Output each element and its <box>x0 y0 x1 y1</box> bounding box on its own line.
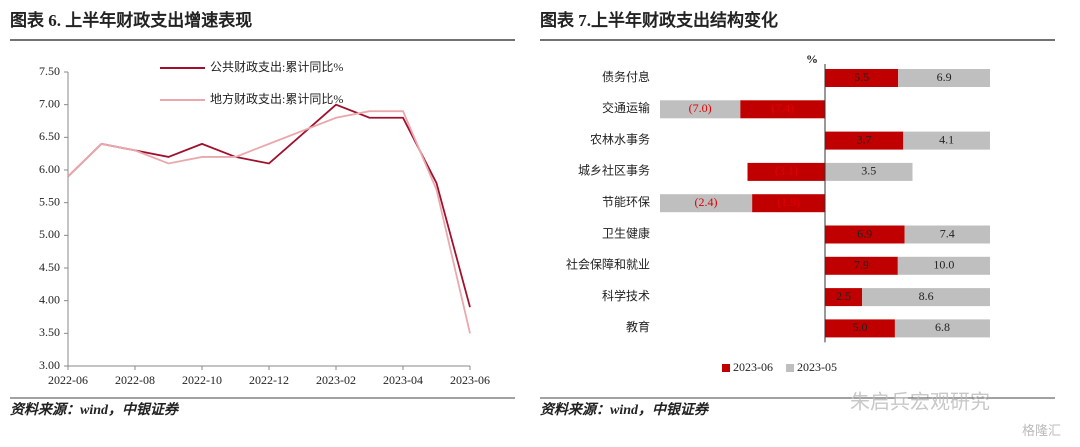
y-tick-label: 3.00 <box>39 358 60 372</box>
value-label: 7.9 <box>854 258 869 272</box>
legend-swatch <box>722 364 730 372</box>
chart-title: 图表 7.上半年财政支出结构变化 <box>540 10 778 30</box>
line-series <box>67 110 471 334</box>
y-tick-label: 节能环保 <box>602 195 650 209</box>
y-tick-label: 3.50 <box>39 325 60 339</box>
y-tick-label: 科学技术 <box>602 288 650 303</box>
bar <box>825 225 905 244</box>
y-tick-label: 社会保障和就业 <box>566 257 650 272</box>
source: 资料来源：wind，中银证券 <box>540 401 710 418</box>
x-tick-label: 2022-08 <box>115 373 155 387</box>
legend-swatch <box>786 364 794 372</box>
source: 资料来源：wind，中银证券 <box>10 401 180 418</box>
y-tick-label: 债务付息 <box>602 69 650 84</box>
bar <box>894 319 990 338</box>
value-label: 8.6 <box>919 289 934 303</box>
value-label: 6.9 <box>937 70 952 84</box>
y-tick-label: 4.00 <box>39 292 60 306</box>
x-tick-label: 2023-06 <box>450 373 490 387</box>
value-label: 6.8 <box>935 320 950 334</box>
value-label: (3.1) <box>775 164 798 178</box>
y-tick-label: 教育 <box>626 319 650 334</box>
bar <box>897 256 990 275</box>
value-label: 10.0 <box>933 258 954 272</box>
bar <box>903 131 990 150</box>
value-label: 7.4 <box>940 226 955 240</box>
bar <box>825 319 895 338</box>
value-label: 2.5 <box>836 289 851 303</box>
x-tick-label: 2022-06 <box>48 373 88 387</box>
x-tick-label: 2022-12 <box>249 373 289 387</box>
value-label: (7.4) <box>771 101 794 115</box>
value-label: 5.0 <box>852 320 867 334</box>
bar <box>747 162 825 181</box>
y-tick-label: 交通运输 <box>602 100 650 115</box>
y-tick-label: 5.00 <box>39 227 60 241</box>
x-tick-label: 2023-02 <box>316 373 356 387</box>
legend-label: 2023-06 <box>733 360 773 374</box>
y-tick-label: 卫生健康 <box>602 225 650 240</box>
watermark: 朱启兵宏观研究 <box>850 391 990 414</box>
x-tick-label: 2022-10 <box>182 373 222 387</box>
bar <box>898 69 990 87</box>
line-series <box>67 103 471 308</box>
value-label: 5.5 <box>854 70 869 84</box>
bar <box>660 194 753 213</box>
y-tick-label: 城乡社区事务 <box>578 163 650 178</box>
bar <box>825 69 899 87</box>
y-tick-label: 7.50 <box>39 64 60 78</box>
bar <box>825 162 913 181</box>
bar <box>660 100 741 119</box>
bar <box>740 100 825 119</box>
bar <box>904 225 990 244</box>
value-label: (2.4) <box>695 195 718 209</box>
value-label: (7.0) <box>689 101 712 115</box>
value-label: (1.9) <box>777 195 800 209</box>
bar <box>752 194 825 213</box>
watermark: 格隆汇 <box>1022 423 1061 438</box>
y-tick-label: 5.50 <box>39 194 60 208</box>
legend-label: 公共财政支出:累计同比% <box>210 60 343 74</box>
x-tick-label: 2023-04 <box>383 373 423 387</box>
y-tick-label: 6.00 <box>39 162 60 176</box>
bar <box>825 256 898 275</box>
y-tick-label: 6.50 <box>39 129 60 143</box>
value-label: 6.9 <box>857 226 872 240</box>
legend-label: 2023-05 <box>797 360 837 374</box>
value-label: 3.7 <box>857 132 872 146</box>
value-label: 3.5 <box>861 164 876 178</box>
chart-title: 图表 6. 上半年财政支出增速表现 <box>10 10 252 30</box>
bar <box>862 288 990 307</box>
bar <box>825 288 863 307</box>
legend-label: 地方财政支出:累计同比% <box>210 91 343 106</box>
bar <box>825 131 904 150</box>
y-tick-label: 7.00 <box>39 96 60 110</box>
y-tick-label: 农林水事务 <box>590 131 650 146</box>
y-tick-label: 4.50 <box>39 260 60 274</box>
unit-label: % <box>806 52 818 66</box>
value-label: 4.1 <box>939 132 954 146</box>
